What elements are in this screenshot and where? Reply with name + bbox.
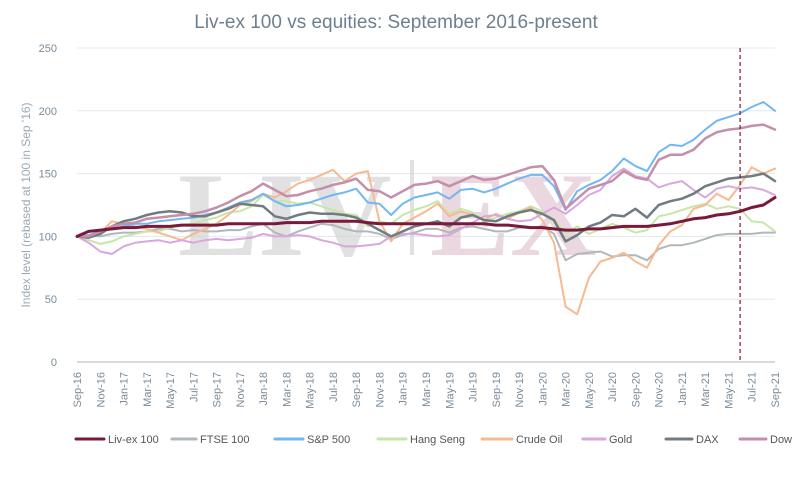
x-tick-label: Mar-21 — [700, 372, 712, 407]
x-tick-label: Jan-21 — [677, 372, 689, 406]
x-tick-label: May-20 — [584, 372, 596, 409]
x-tick-label: Sep-17 — [212, 372, 224, 407]
legend-label: Dow Jones — [770, 434, 793, 446]
x-tick-label: Jan-18 — [258, 372, 270, 406]
legend-label: FTSE 100 — [200, 434, 250, 446]
x-tick-label: Jan-17 — [119, 372, 131, 406]
x-tick-label: Nov-16 — [95, 372, 107, 407]
y-tick-label: 50 — [45, 294, 57, 306]
x-tick-label: Mar-17 — [142, 372, 154, 407]
y-axis-label: Index level (rebased at 100 in Sep '16) — [19, 102, 33, 307]
y-tick-label: 200 — [39, 106, 57, 118]
series-lines — [75, 101, 777, 316]
x-tick-label: Jan-19 — [398, 372, 410, 406]
x-tick-label: May-21 — [723, 372, 735, 409]
series-liv-ex-100 — [75, 196, 777, 238]
legend-label: Liv-ex 100 — [108, 434, 159, 446]
y-tick-label: 150 — [39, 169, 57, 181]
legend-label: Hang Seng — [410, 434, 465, 446]
x-tick-label: Jan-20 — [537, 372, 549, 406]
y-tick-label: 100 — [39, 231, 57, 243]
x-tick-label: Jul-18 — [328, 372, 340, 402]
chart-title: Liv-ex 100 vs equities: September 2016-p… — [194, 12, 598, 33]
legend-label: S&P 500 — [307, 434, 350, 446]
x-tick-label: Nov-17 — [235, 372, 247, 407]
x-tick-label: Jul-17 — [188, 372, 200, 402]
x-tick-label: Jul-21 — [747, 372, 759, 402]
x-tick-label: Jul-19 — [468, 372, 480, 402]
y-axis-ticks: 0 50 100 150 200 250 — [39, 43, 57, 369]
x-tick-label: Sep-20 — [630, 372, 642, 407]
x-tick-label: Mar-19 — [421, 372, 433, 407]
x-tick-label: Sep-16 — [72, 372, 84, 407]
y-tick-label: 0 — [51, 357, 57, 369]
x-tick-label: May-19 — [444, 372, 456, 409]
x-tick-label: Nov-20 — [654, 372, 666, 407]
series-crude-oil — [76, 166, 776, 316]
legend: Liv-ex 100 FTSE 100 S&P 500 Hang Seng Crude … — [74, 434, 793, 446]
x-tick-label: Mar-20 — [561, 372, 573, 407]
legend-label: DAX — [696, 434, 719, 446]
x-tick-label: Sep-18 — [351, 372, 363, 407]
x-tick-label: May-18 — [305, 372, 317, 409]
x-tick-label: Jul-20 — [607, 372, 619, 402]
x-tick-label: Nov-19 — [514, 372, 526, 407]
y-tick-label: 250 — [39, 43, 57, 55]
x-tick-label: Nov-18 — [374, 372, 386, 407]
legend-label: Gold — [609, 434, 632, 446]
x-tick-label: Mar-18 — [281, 372, 293, 407]
legend-label: Crude Oil — [516, 434, 562, 446]
x-tick-label: Sep-19 — [491, 372, 503, 407]
series-gold — [76, 167, 776, 255]
x-tick-label: May-17 — [165, 372, 177, 409]
series-s-p-500 — [76, 101, 776, 238]
series-ftse-100 — [76, 222, 776, 262]
x-axis-ticks: Sep-16 Nov-16 Jan-17 Mar-17 May-17 Jul-17 Sep-… — [72, 372, 782, 409]
gridlines — [77, 47, 775, 300]
series-dow-jones — [75, 123, 777, 238]
x-tick-label: Sep-21 — [770, 372, 782, 407]
